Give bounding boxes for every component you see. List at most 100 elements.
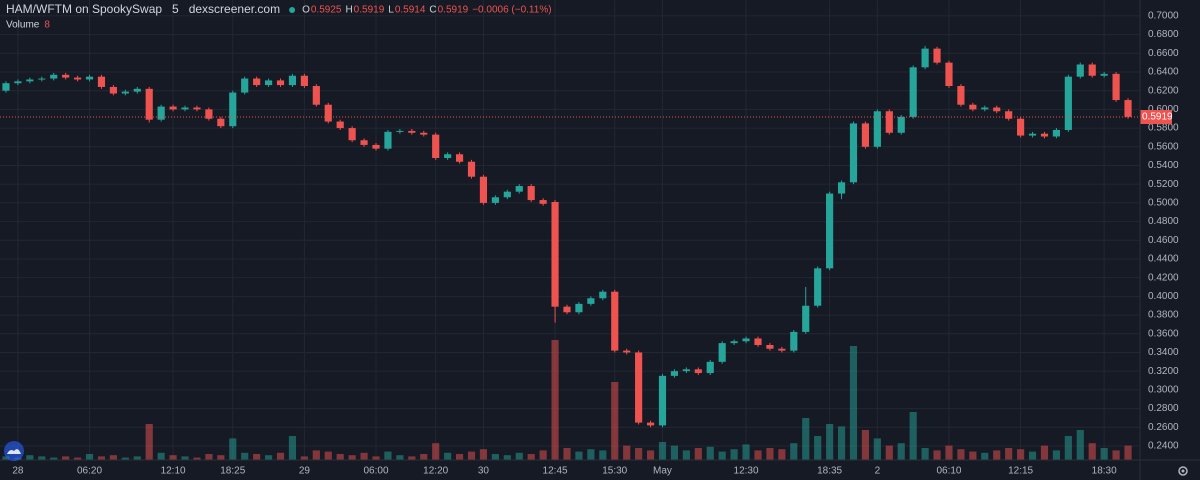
logo-icon[interactable] — [4, 441, 24, 461]
volume-bar — [205, 454, 213, 460]
candle-body — [133, 88, 141, 92]
volume-bar — [145, 424, 153, 460]
candle-body — [993, 107, 1001, 112]
candle-body — [933, 48, 941, 63]
candle-body — [778, 348, 786, 351]
volume-bar — [241, 452, 249, 460]
x-tick-label: 06:20 — [77, 466, 102, 477]
volume-bar — [193, 457, 201, 460]
settings-icon[interactable] — [1178, 466, 1188, 476]
volume-bar — [432, 443, 440, 460]
y-tick-label: 0.4600 — [1148, 235, 1179, 246]
volume-bar — [611, 382, 619, 460]
candle-body — [897, 116, 905, 133]
candle-body — [599, 291, 607, 299]
volume-bar — [826, 424, 834, 460]
candle-body — [981, 107, 989, 110]
candle-body — [241, 78, 249, 93]
y-tick-label: 0.4400 — [1148, 254, 1179, 265]
candle-body — [503, 191, 511, 198]
candle-body — [384, 131, 392, 149]
candle-body — [766, 345, 774, 349]
volume-bar — [491, 454, 499, 460]
y-tick-label: 0.5400 — [1148, 160, 1179, 171]
volume-bar — [897, 443, 905, 460]
candle-body — [861, 123, 870, 147]
y-tick-label: 0.4800 — [1148, 216, 1179, 227]
volume-bar — [658, 442, 667, 460]
candle-body — [658, 375, 667, 426]
grid: 0.2400 0.2600 0.2800 0.3000 0.3200 0.3400 0.36… — [0, 0, 1179, 477]
x-tick-label: 18:25 — [220, 466, 245, 477]
volume-bar — [1112, 450, 1120, 460]
y-tick-label: 0.5600 — [1148, 141, 1179, 152]
volume-bar — [97, 456, 106, 460]
candle-body — [1028, 133, 1037, 136]
volume-bar — [300, 456, 308, 460]
volume-bar — [718, 451, 726, 460]
volume-bar — [38, 456, 46, 460]
volume-bar — [706, 446, 714, 460]
volume-bar — [420, 454, 428, 460]
volume-bar — [26, 455, 34, 460]
y-tick-label: 0.5800 — [1148, 123, 1179, 134]
volume-bar — [754, 450, 762, 460]
candle-body — [74, 77, 82, 80]
volume-bar — [348, 455, 356, 460]
candle-body — [145, 88, 153, 120]
candle-body — [420, 132, 428, 135]
volume-bar — [1076, 430, 1084, 460]
candle-body — [527, 186, 535, 201]
volume-bar — [217, 455, 225, 460]
volume-bar — [1052, 450, 1060, 460]
volume-bar — [1017, 449, 1025, 460]
volume-bar — [288, 436, 297, 460]
candle-body — [2, 83, 10, 91]
x-tick-label: 30 — [478, 466, 490, 477]
candle-body — [253, 78, 261, 86]
volume-bar — [1028, 451, 1037, 460]
volume-bar — [742, 444, 750, 460]
volume-bar — [62, 456, 70, 460]
candle-body — [957, 86, 965, 105]
candle-body — [694, 369, 702, 374]
volume-bar — [50, 457, 58, 460]
x-tick-label: 15:30 — [602, 466, 627, 477]
volume-bar — [169, 455, 177, 460]
volume-bar — [121, 457, 129, 460]
candle-body — [1124, 100, 1132, 117]
volume-bar — [444, 452, 452, 460]
candle-body — [217, 118, 225, 127]
x-tick-label: 18:30 — [1092, 466, 1117, 477]
y-tick-label: 0.3800 — [1148, 310, 1179, 321]
volume-bar — [312, 450, 320, 460]
candle-body — [491, 197, 499, 203]
candle-body — [849, 123, 858, 183]
volume-bar — [873, 438, 881, 460]
ohlc-key: H — [345, 5, 352, 16]
candle-body — [38, 78, 46, 80]
candle-body — [26, 79, 34, 82]
volume-bar — [909, 412, 917, 460]
candle-body — [646, 422, 655, 426]
volume-bar — [563, 448, 571, 460]
volume-bar — [551, 340, 559, 460]
candle-body — [706, 361, 714, 374]
candle-body — [921, 48, 929, 68]
header: HAM/WFTM on SpookySwap 5 dexscreener.com O 0… — [6, 2, 552, 30]
candle-body — [885, 111, 893, 133]
volume-setting: 8 — [44, 20, 50, 31]
volume-bar — [109, 455, 117, 460]
candle-body — [205, 109, 213, 119]
candle-body — [754, 338, 762, 345]
volume-bar — [467, 451, 476, 460]
x-tick-label: 12:15 — [1008, 466, 1033, 477]
title: HAM/WFTM on SpookySwap — [6, 2, 162, 16]
candle-body — [360, 140, 368, 145]
ohlc-value: 0.5925 — [311, 5, 342, 16]
interval: 5 — [172, 2, 179, 16]
y-tick-label: 0.6200 — [1148, 85, 1179, 96]
x-tick-label: May — [653, 466, 672, 477]
y-tick-label: 0.5000 — [1148, 198, 1179, 209]
